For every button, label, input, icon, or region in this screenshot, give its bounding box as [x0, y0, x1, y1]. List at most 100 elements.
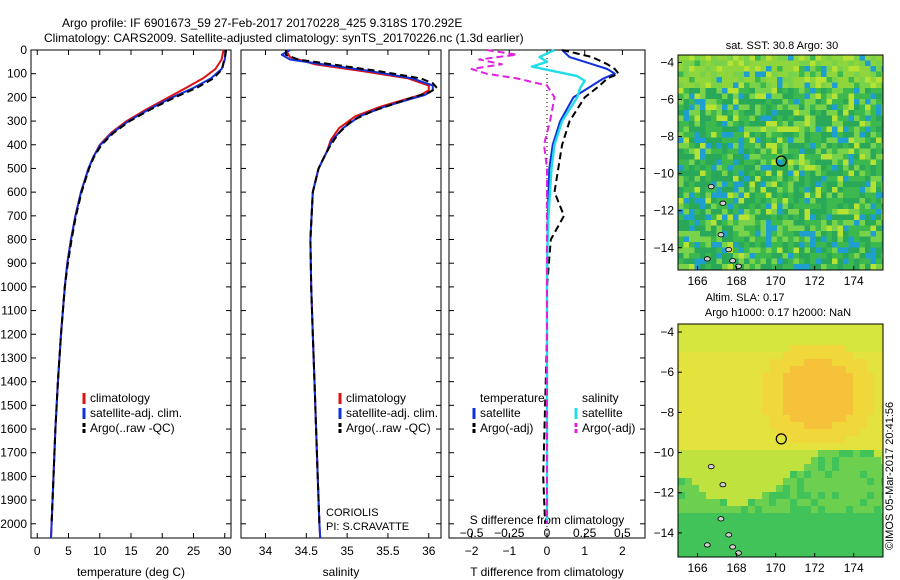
- sst-map-cell: [705, 187, 711, 193]
- sla-map-cell: [748, 534, 755, 541]
- sla-map-cell: [755, 478, 762, 485]
- sst-map-cell: [843, 55, 849, 61]
- sst-map-cell: [843, 264, 849, 270]
- sst-map-cell: [804, 71, 810, 77]
- sst-map-cell: [788, 170, 794, 176]
- sst-map-cell: [722, 242, 728, 248]
- sla-map-cell: [713, 548, 720, 555]
- sst-map-cell: [848, 88, 854, 94]
- sla-map-cell: [867, 331, 874, 338]
- sst-map-cell: [848, 154, 854, 160]
- sla-map-cell: [881, 373, 883, 380]
- sst-map-cell: [678, 115, 684, 121]
- sla-map-cell: [853, 506, 860, 513]
- sst-map-cell: [832, 198, 838, 204]
- sla-map-cell: [804, 366, 811, 373]
- sla-map-cell: [706, 506, 713, 513]
- sst-map-cell: [826, 209, 832, 215]
- sla-map-cell: [818, 429, 825, 436]
- sst-map-cell: [782, 247, 788, 253]
- sst-map-cell: [788, 88, 794, 94]
- sla-map-cell: [832, 443, 839, 450]
- sla-map-cell: [832, 352, 839, 359]
- sla-map-cell: [874, 401, 881, 408]
- sst-map-cell: [870, 192, 876, 198]
- sst-map-cell: [799, 192, 805, 198]
- sst-map-cell: [788, 104, 794, 110]
- sst-map-cell: [755, 225, 761, 231]
- sla-map-cell: [769, 513, 776, 520]
- sst-map-cell: [854, 214, 860, 220]
- sst-map-cell: [793, 247, 799, 253]
- sst-map-cell: [815, 77, 821, 83]
- sla-map-cell: [769, 352, 776, 359]
- sst-map-cell: [870, 181, 876, 187]
- sla-map-ytick-label: −8: [660, 405, 674, 419]
- sst-map-cell: [716, 242, 722, 248]
- sla-map-cell: [853, 499, 860, 506]
- sst-map-cell: [826, 198, 832, 204]
- sla-map-cell: [734, 373, 741, 380]
- sst-map-cell: [865, 66, 871, 72]
- sst-map-cell: [843, 209, 849, 215]
- sst-map-cell: [881, 214, 883, 220]
- sst-map-cell: [727, 77, 733, 83]
- sla-map-cell: [846, 457, 853, 464]
- sst-map-cell: [777, 115, 783, 121]
- sst-map-cell: [755, 60, 761, 66]
- sla-map-cell: [741, 450, 748, 457]
- sst-map-cell: [832, 242, 838, 248]
- sla-map-cell: [776, 436, 783, 443]
- temperature-series-satellite-adj-clim-: [50, 49, 227, 539]
- sst-map-cell: [832, 209, 838, 215]
- sla-map-cell: [853, 548, 860, 555]
- sst-map-cell: [881, 154, 883, 160]
- temperature-series-climatology: [50, 49, 225, 539]
- sst-map-cell: [876, 55, 882, 61]
- sst-map-cell: [755, 198, 761, 204]
- sla-map-cell: [699, 492, 706, 499]
- sst-map-cell: [744, 66, 750, 72]
- sst-map-cell: [859, 159, 865, 165]
- sla-map-cell: [678, 436, 685, 443]
- sst-map-cell: [876, 132, 882, 138]
- sst-map-cell: [848, 176, 854, 182]
- sst-map-cell: [832, 187, 838, 193]
- sla-map-cell: [727, 366, 734, 373]
- sst-map-cell: [799, 93, 805, 99]
- sst-map-cell: [683, 126, 689, 132]
- sla-map-cell: [699, 401, 706, 408]
- sst-map-cell: [749, 181, 755, 187]
- sst-map-cell: [755, 181, 761, 187]
- sla-map-cell: [881, 513, 883, 520]
- sst-map-cell: [799, 181, 805, 187]
- sla-map-cell: [832, 506, 839, 513]
- sla-map-cell: [762, 366, 769, 373]
- sst-map-cell: [848, 77, 854, 83]
- sst-map-cell: [705, 236, 711, 242]
- sst-map-cell: [826, 115, 832, 121]
- sst-map-cell: [777, 99, 783, 105]
- sst-map-cell: [848, 137, 854, 143]
- sla-map-cell: [713, 499, 720, 506]
- sla-map-cell: [692, 394, 699, 401]
- sla-map-cell: [839, 443, 846, 450]
- sst-map-cell: [760, 242, 766, 248]
- sst-map-cell: [832, 88, 838, 94]
- salinity-xtick-label: 36: [422, 544, 436, 558]
- sla-map-cell: [783, 506, 790, 513]
- sst-map-cell: [848, 82, 854, 88]
- sla-map-cell: [776, 331, 783, 338]
- sst-map-cell: [832, 225, 838, 231]
- sst-map-cell: [854, 159, 860, 165]
- sst-map-cell: [722, 104, 728, 110]
- sst-map-cell: [821, 93, 827, 99]
- sla-map-cell: [685, 331, 692, 338]
- sla-map-cell: [720, 520, 727, 527]
- sst-map-cell: [810, 93, 816, 99]
- sst-map-cell: [689, 170, 695, 176]
- sst-map-cell: [766, 236, 772, 242]
- sla-map-cell: [797, 338, 804, 345]
- sst-map-cell: [848, 121, 854, 127]
- sla-map-cell: [881, 352, 883, 359]
